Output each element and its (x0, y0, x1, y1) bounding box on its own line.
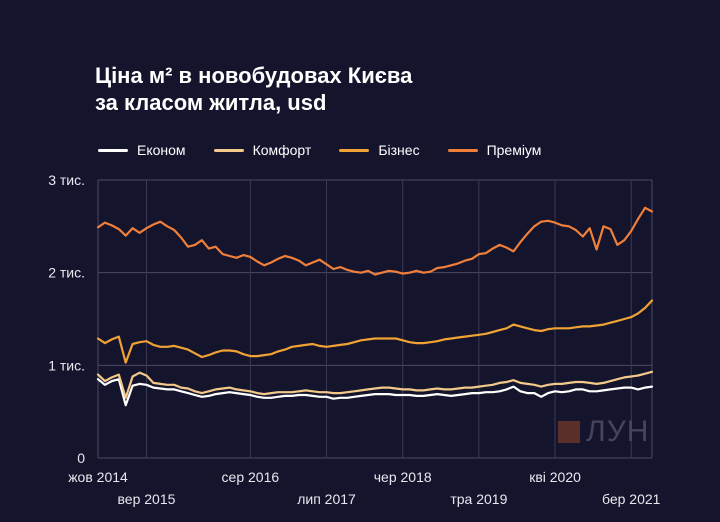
lun-watermark: ЛУН (558, 415, 649, 449)
legend-item-3: Преміум (447, 142, 542, 158)
legend-swatch-2 (339, 148, 370, 152)
x-tick-label-0: жов 2014 (68, 469, 128, 485)
legend-label-2: Бізнес (378, 142, 420, 158)
y-tick-label-3: 3 тис. (48, 172, 85, 188)
chart-title: Ціна м² в новобудовах Києва за класом жи… (95, 62, 412, 116)
y-tick-label-2: 2 тис. (48, 265, 85, 281)
series-line-преміум (96, 206, 654, 276)
x-tick-label-1: вер 2015 (118, 491, 176, 507)
chart-legend: Економ Комфорт Бізнес Преміум (98, 142, 569, 158)
legend-item-2: Бізнес (339, 142, 420, 158)
legend-label-0: Економ (137, 142, 186, 158)
lun-logo-icon (558, 421, 580, 443)
series-line-економ (96, 378, 654, 407)
x-tick-label-6: кві 2020 (529, 469, 581, 485)
legend-swatch-0 (98, 148, 128, 152)
y-tick-label-1: 1 тис. (48, 357, 85, 373)
legend-label-3: Преміум (486, 142, 542, 158)
x-tick-label-5: тра 2019 (450, 491, 507, 507)
legend-item-1: Комфорт (213, 142, 312, 158)
x-tick-label-3: лип 2017 (297, 491, 356, 507)
chart-title-line-1: Ціна м² в новобудовах Києва (95, 63, 413, 88)
legend-item-0: Економ (98, 142, 186, 158)
legend-swatch-1 (213, 148, 244, 152)
lun-logo-text: ЛУН (586, 415, 650, 448)
y-tick-label-0: 0 (77, 450, 85, 466)
chart-title-line-2: за класом житла, usd (95, 90, 327, 115)
x-tick-label-4: чер 2018 (374, 469, 432, 485)
series-line-комфорт (96, 370, 654, 399)
x-tick-label-2: сер 2016 (222, 469, 280, 485)
series-line-бізнес (96, 299, 654, 364)
legend-label-1: Комфорт (252, 142, 312, 158)
legend-swatch-3 (447, 148, 478, 152)
x-tick-label-7: бер 2021 (602, 491, 661, 507)
